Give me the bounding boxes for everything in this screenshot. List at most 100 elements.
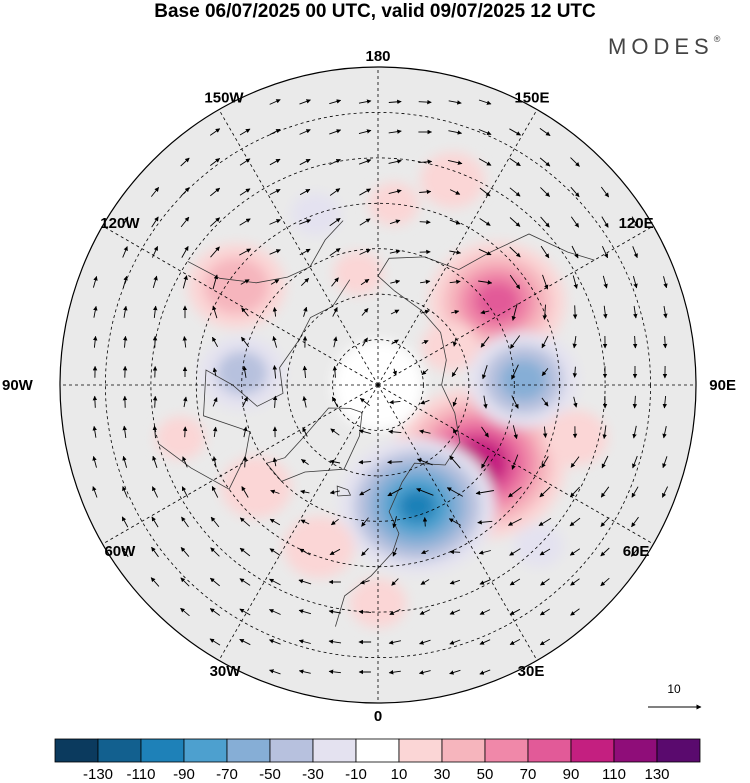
wind-arrow bbox=[242, 456, 248, 468]
longitude-label-90e: 90E bbox=[709, 377, 736, 394]
wind-arrow bbox=[272, 365, 278, 379]
wind-arrow bbox=[359, 397, 370, 407]
wind-arrow bbox=[509, 274, 521, 290]
wind-arrow bbox=[391, 578, 399, 586]
wind-arrow bbox=[632, 455, 638, 469]
wind-arrow bbox=[299, 188, 311, 196]
wind-arrow bbox=[358, 99, 372, 104]
wind-arrow bbox=[421, 549, 429, 554]
wind-arrow bbox=[241, 336, 249, 348]
wind-arrow bbox=[663, 306, 668, 319]
wind-arrow bbox=[298, 639, 311, 644]
wind-arrow bbox=[511, 303, 518, 321]
wind-arrow bbox=[329, 158, 341, 166]
wind-arrow bbox=[93, 305, 98, 318]
coastline bbox=[187, 220, 344, 284]
wind-arrow bbox=[299, 219, 312, 225]
wind-arrow bbox=[452, 337, 458, 347]
wind-arrow bbox=[542, 304, 548, 320]
wind-arrow bbox=[302, 396, 307, 408]
wind-arrow bbox=[151, 486, 159, 498]
colorbar-tick-label: 30 bbox=[434, 766, 451, 783]
wind-arrow bbox=[479, 579, 491, 585]
wind-arrow bbox=[269, 518, 281, 526]
colorbar-tick-label: -90 bbox=[173, 766, 195, 783]
wind-arrow bbox=[121, 216, 129, 228]
wind-arrow bbox=[572, 366, 578, 378]
wind-arrow bbox=[332, 396, 338, 408]
wind-arrow bbox=[509, 639, 521, 645]
wind-arrow bbox=[122, 486, 128, 498]
wind-arrow bbox=[298, 579, 312, 585]
wind-arrow bbox=[209, 577, 220, 587]
wind-arrow bbox=[92, 335, 98, 348]
longitude-label-120e: 120E bbox=[619, 215, 654, 232]
wind-arrow bbox=[151, 245, 159, 258]
wind-arrow bbox=[328, 639, 342, 644]
wind-arrow bbox=[509, 335, 521, 349]
wind-arrow bbox=[268, 609, 281, 615]
wind-arrow bbox=[419, 429, 431, 434]
wind-arrow bbox=[421, 340, 429, 345]
wind-arrow bbox=[272, 306, 278, 317]
wind-arrow bbox=[570, 608, 580, 616]
longitude-label-30w: 30W bbox=[210, 663, 242, 680]
wind-arrow bbox=[389, 608, 401, 616]
brand-logo: MODES® bbox=[608, 34, 720, 60]
wind-arrow bbox=[182, 456, 188, 468]
wind-arrow bbox=[269, 99, 281, 105]
wind-arrow bbox=[419, 189, 432, 195]
wind-arrow bbox=[333, 336, 338, 348]
wind-arrow bbox=[632, 425, 637, 439]
wind-arrow bbox=[361, 308, 369, 316]
wind-arrow bbox=[210, 158, 221, 166]
wind-arrow bbox=[329, 217, 341, 227]
colorbar-ticks: -130 -110 -90 -70 -50 -30 -10 10 30 50 70 90 110 130 bbox=[83, 766, 670, 783]
wind-arrow bbox=[540, 578, 550, 586]
wind-arrow bbox=[541, 368, 549, 377]
wind-arrow bbox=[299, 548, 311, 556]
coastline bbox=[335, 233, 595, 627]
wind-arrow bbox=[209, 128, 221, 136]
wind-arrow bbox=[299, 158, 311, 166]
wind-arrow bbox=[420, 579, 430, 585]
longitude-label-90w: 90W bbox=[2, 377, 34, 394]
wind-arrow bbox=[272, 395, 278, 408]
longitude-label-120w: 120W bbox=[100, 215, 140, 232]
wind-arrow bbox=[570, 157, 580, 167]
wind-arrow bbox=[241, 486, 249, 498]
wind-arrow bbox=[448, 100, 462, 105]
wind-arrow bbox=[391, 339, 399, 345]
wind-arrow bbox=[330, 428, 340, 436]
wind-arrow bbox=[422, 517, 428, 527]
colorbar-swatch bbox=[140, 738, 185, 763]
wind-arrow bbox=[479, 218, 491, 226]
wind-arrow bbox=[509, 187, 521, 197]
wind-arrow bbox=[571, 245, 579, 259]
wind-arrow bbox=[92, 455, 97, 468]
latitude-circle bbox=[241, 248, 515, 522]
wind-arrow bbox=[539, 486, 551, 498]
wind-arrow bbox=[477, 520, 493, 525]
wind-arrow bbox=[632, 246, 638, 259]
wind-arrow bbox=[572, 305, 578, 320]
wind-arrow bbox=[210, 246, 220, 258]
longitude-label-60e: 60E bbox=[623, 543, 650, 560]
colorbar-swatch bbox=[269, 738, 314, 763]
wind-arrow bbox=[298, 669, 311, 674]
wind-arrow bbox=[181, 516, 189, 528]
wind-arrow bbox=[509, 217, 521, 227]
wind-arrow bbox=[420, 279, 431, 285]
wind-arrow bbox=[210, 187, 221, 197]
longitude-label-150e: 150E bbox=[514, 89, 549, 106]
wind-arrow bbox=[572, 336, 577, 349]
longitude-label-150w: 150W bbox=[204, 89, 244, 106]
wind-arrow bbox=[150, 187, 160, 197]
wind-arrow bbox=[358, 429, 371, 435]
wind-arrow bbox=[600, 547, 610, 557]
wind-arrow bbox=[150, 577, 160, 587]
wind-arrow bbox=[570, 486, 580, 498]
wind-arrow bbox=[210, 516, 220, 528]
anomaly-contour bbox=[421, 321, 479, 372]
